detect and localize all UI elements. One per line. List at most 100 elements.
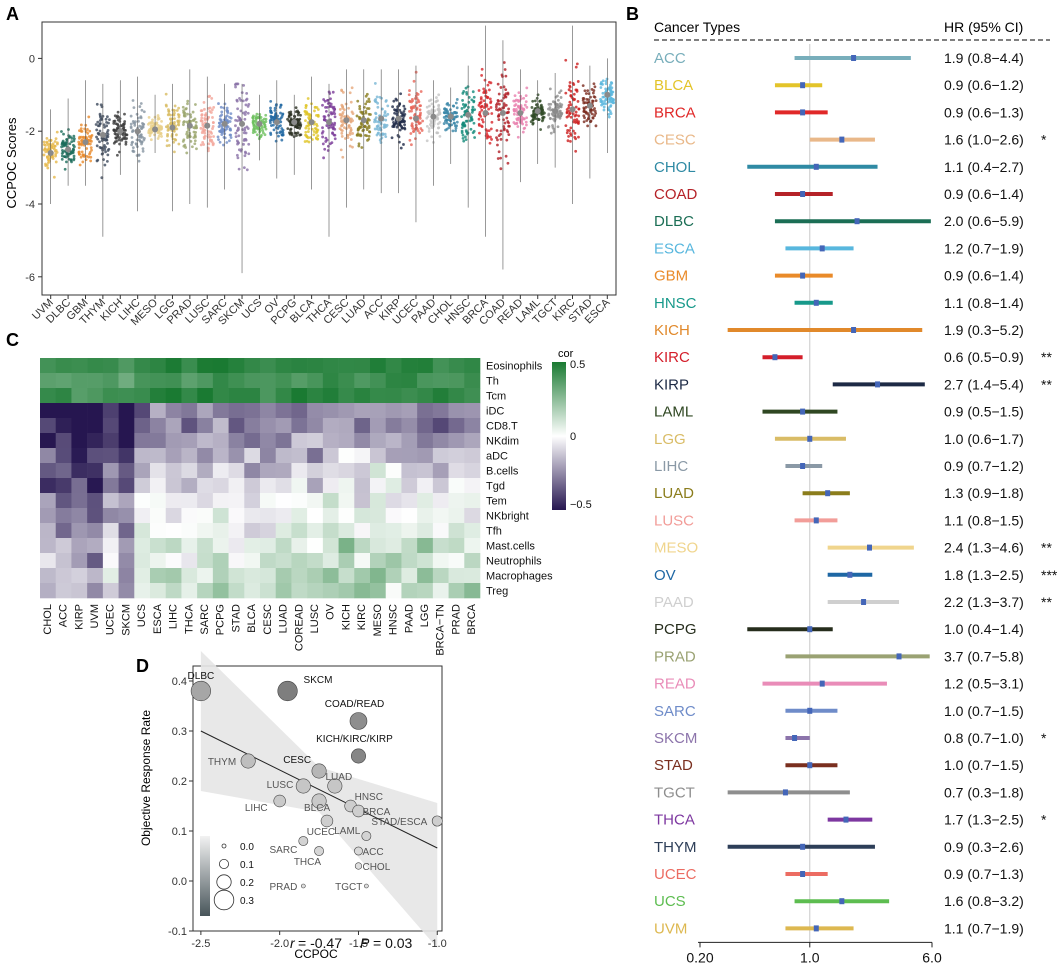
panel-a-point: [503, 121, 507, 125]
forest-cancer-label: PAAD: [654, 594, 694, 611]
panel-a-point: [108, 118, 111, 122]
heatmap-cell: [181, 373, 198, 389]
panel-a-point: [203, 128, 207, 132]
panel-a-point: [255, 133, 259, 137]
scatter-point: [311, 793, 327, 809]
panel-a-point: [391, 105, 395, 109]
heatmap-cell: [370, 463, 387, 479]
panel-a-median: [169, 124, 176, 131]
heatmap-cell: [275, 568, 292, 584]
panel-a-point: [507, 124, 511, 128]
heatmap-cell: [354, 568, 371, 584]
panel-a-point: [503, 94, 507, 98]
panel-a-point: [409, 143, 413, 147]
panel-a-point: [154, 122, 158, 125]
panel-a-point: [149, 138, 153, 142]
panel-a-point: [504, 74, 508, 78]
panel-a-point: [339, 116, 343, 120]
heatmap-cell: [228, 448, 245, 464]
panel-a-point: [294, 125, 298, 129]
panel-a-point: [183, 112, 187, 115]
panel-a-point: [365, 126, 369, 130]
panel-a-point: [506, 120, 510, 123]
heatmap-cell: [464, 478, 481, 494]
heatmap-cell: [354, 433, 371, 449]
heatmap-cell: [275, 448, 292, 464]
heatmap-cell: [134, 388, 151, 404]
panel-a-point: [445, 102, 449, 106]
heatmap-cell: [275, 463, 292, 479]
panel-a-point: [461, 99, 464, 102]
panel-a-point: [522, 96, 526, 100]
panel-a-point: [574, 88, 578, 92]
panel-a-point: [386, 104, 390, 108]
heatmap-cell: [55, 478, 72, 494]
panel-a-point: [139, 102, 143, 105]
panel-d-ylabel: Objective Response Rate: [139, 710, 153, 846]
scatter-point-label: STAD/ESCA: [371, 817, 427, 828]
panel-a-point: [485, 129, 489, 133]
heatmap-cell: [244, 478, 261, 494]
panel-a-point: [610, 99, 614, 103]
forest-cancer-label: READ: [654, 676, 696, 693]
forest-hr-value: 1.3 (0.9−1.8): [944, 485, 1024, 501]
heatmap-cell: [448, 388, 465, 404]
panel-a-point: [499, 167, 503, 171]
scatter-point: [350, 748, 366, 764]
panel-a-point: [373, 82, 377, 85]
panel-a-median: [395, 115, 402, 122]
forest-hr-value: 1.0 (0.7−1.5): [944, 757, 1024, 773]
panel-a-point: [193, 133, 197, 137]
heatmap-cell: [401, 373, 418, 389]
panel-a-point: [181, 105, 185, 109]
panel-a-point: [299, 133, 303, 137]
panel-a-point: [100, 139, 104, 143]
panel-a-point: [487, 80, 491, 84]
panel-a-point: [374, 112, 378, 116]
forest-hr-point: [813, 299, 819, 306]
panel-a-point: [68, 142, 72, 146]
panel-a-point: [461, 136, 465, 140]
panel-a-point: [411, 124, 414, 128]
heatmap-cell: [464, 388, 481, 404]
panel-a-point: [399, 146, 403, 150]
panel-a-point: [299, 113, 302, 117]
panel-a-point: [234, 131, 238, 135]
forest-cancer-label: CESC: [654, 132, 696, 149]
heatmap-cell: [40, 493, 57, 509]
size-legend-label: 0.1: [240, 860, 254, 871]
forest-cancer-label: STAD: [654, 757, 693, 774]
panel-a-point: [412, 79, 416, 83]
panel-a-point: [427, 127, 431, 130]
panel-a-point: [575, 118, 579, 121]
panel-a-point: [135, 138, 139, 142]
panel-a-point: [129, 114, 133, 118]
heatmap-cell: [118, 508, 135, 524]
heatmap-cell: [448, 523, 465, 539]
panel-a-point: [602, 102, 606, 105]
panel-a-point: [307, 127, 311, 131]
panel-a-point: [229, 116, 233, 120]
panel-a-point: [590, 112, 594, 116]
panel-a-point: [416, 129, 420, 133]
panel-a-point: [593, 95, 597, 99]
panel-a-point: [45, 141, 49, 145]
panel-a-point: [437, 103, 441, 107]
heatmap-cell: [118, 538, 135, 554]
heatmap-cell: [464, 568, 481, 584]
panel-a-point: [485, 132, 489, 136]
heatmap-cell: [322, 388, 339, 404]
panel-a-point: [480, 124, 483, 128]
panel-a-point: [312, 130, 316, 133]
forest-cancer-label: ACC: [654, 50, 686, 67]
panel-a-point: [414, 127, 417, 131]
heatmap-cell: [260, 553, 277, 569]
panel-a-point: [186, 102, 189, 106]
heatmap-cell: [181, 358, 198, 374]
panel-label-c: C: [6, 330, 19, 350]
heatmap-cell: [370, 418, 387, 434]
panel-a-point: [410, 109, 413, 113]
panel-a-point: [102, 123, 106, 127]
scatter-point-label: LIHC: [245, 803, 268, 814]
